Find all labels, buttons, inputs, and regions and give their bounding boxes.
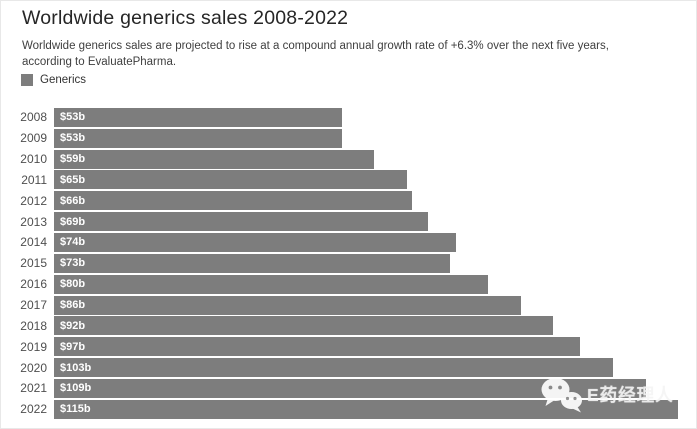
legend-label: Generics <box>40 74 87 86</box>
bar-area: $74b <box>54 232 689 252</box>
bar-area: $53b <box>54 107 689 127</box>
value-label: $80b <box>60 278 86 291</box>
bar-area: $86b <box>54 295 689 315</box>
category-label: 2019 <box>20 339 47 354</box>
chart-title: Worldwide generics sales 2008-2022 <box>22 7 349 29</box>
value-label: $115b <box>60 403 91 416</box>
chart-row: 2014 $74b <box>1 232 696 253</box>
chart-row: 2012 $66b <box>1 190 696 211</box>
category-label: 2020 <box>20 360 47 375</box>
bar-area: $109b <box>54 378 689 398</box>
category-label: 2014 <box>20 235 47 250</box>
bar[interactable]: $73b <box>54 253 451 273</box>
chart-row: 2017 $86b <box>1 295 696 316</box>
category-label: 2018 <box>20 318 47 333</box>
bar[interactable]: $65b <box>54 170 407 190</box>
category-label: 2011 <box>21 172 47 187</box>
bar-area: $69b <box>54 212 689 232</box>
chart-row: 2013 $69b <box>1 211 696 232</box>
bar[interactable]: $74b <box>54 232 456 252</box>
chart-row: 2008 $53b <box>1 107 696 128</box>
value-label: $109b <box>60 382 92 395</box>
bar-area: $80b <box>54 274 689 294</box>
chart-subtitle: Worldwide generics sales are projected t… <box>22 40 609 68</box>
chart-row: 2022 $115b <box>1 399 696 420</box>
value-label: $65b <box>60 173 86 186</box>
legend-swatch-icon <box>21 74 33 86</box>
value-label: $66b <box>60 194 86 207</box>
category-label: 2010 <box>20 152 47 167</box>
bar[interactable]: $109b <box>54 378 646 398</box>
category-label: 2022 <box>20 402 47 417</box>
bar-area: $103b <box>54 358 689 378</box>
category-label: 2017 <box>20 298 47 313</box>
bar[interactable]: $80b <box>54 274 489 294</box>
bar-area: $73b <box>54 253 689 273</box>
bar[interactable]: $69b <box>54 212 429 232</box>
bar-area: $65b <box>54 170 689 190</box>
bar[interactable]: $92b <box>54 316 554 336</box>
bar-chart: 2008 $53b 2009 $53b 2010 $59b <box>1 107 696 420</box>
chart-row: 2009 $53b <box>1 128 696 149</box>
chart-row: 2018 $92b <box>1 315 696 336</box>
bar[interactable]: $115b <box>54 399 679 419</box>
category-label: 2016 <box>20 277 47 292</box>
bar[interactable]: $59b <box>54 149 375 169</box>
value-label: $59b <box>60 153 86 166</box>
category-label: 2012 <box>20 193 47 208</box>
chart-row: 2016 $80b <box>1 274 696 295</box>
chart-row: 2019 $97b <box>1 336 696 357</box>
value-label: $53b <box>60 132 86 145</box>
category-label: 2021 <box>20 381 47 396</box>
value-label: $86b <box>60 299 86 312</box>
bar-area: $66b <box>54 191 689 211</box>
bar-area: $59b <box>54 149 689 169</box>
chart-row: 2020 $103b <box>1 357 696 378</box>
bar-area: $53b <box>54 128 689 148</box>
value-label: $73b <box>60 257 86 270</box>
value-label: $53b <box>60 111 86 124</box>
bar[interactable]: $103b <box>54 358 614 378</box>
category-label: 2013 <box>20 214 47 229</box>
bar-area: $115b <box>54 399 689 419</box>
chart-row: 2011 $65b <box>1 170 696 191</box>
bar-area: $97b <box>54 337 689 357</box>
bar-area: $92b <box>54 316 689 336</box>
value-label: $74b <box>60 236 86 249</box>
chart-row: 2010 $59b <box>1 149 696 170</box>
value-label: $103b <box>60 361 92 374</box>
value-label: $69b <box>60 215 86 228</box>
bar[interactable]: $86b <box>54 295 521 315</box>
category-label: 2008 <box>20 110 47 125</box>
bar[interactable]: $53b <box>54 128 342 148</box>
value-label: $92b <box>60 319 86 332</box>
bar[interactable]: $66b <box>54 191 413 211</box>
legend-item-generics[interactable]: Generics <box>21 74 86 86</box>
category-label: 2015 <box>20 256 47 271</box>
chart-row: 2015 $73b <box>1 253 696 274</box>
bar[interactable]: $97b <box>54 337 581 357</box>
chart-row: 2021 $109b <box>1 378 696 399</box>
bar[interactable]: $53b <box>54 107 342 127</box>
value-label: $97b <box>60 340 86 353</box>
category-label: 2009 <box>20 131 47 146</box>
